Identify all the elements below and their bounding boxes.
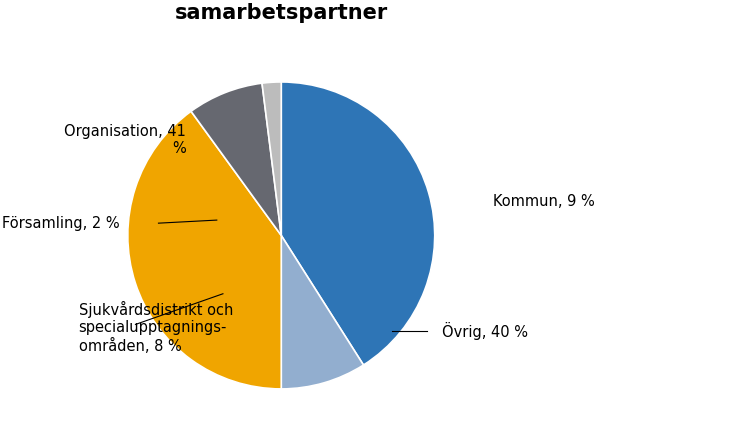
Text: Organisation, 41
%: Organisation, 41 %	[64, 124, 186, 157]
Wedge shape	[281, 235, 364, 389]
Wedge shape	[191, 83, 281, 235]
Text: Sjukvårdsdistrikt och
specialupptagnings-
områden, 8 %: Sjukvårdsdistrikt och specialupptagnings…	[79, 301, 233, 354]
Text: Församling, 2 %: Församling, 2 %	[2, 216, 120, 231]
Wedge shape	[128, 111, 281, 389]
Wedge shape	[281, 82, 435, 365]
Wedge shape	[262, 82, 281, 235]
Text: Kommun, 9 %: Kommun, 9 %	[493, 194, 595, 209]
Text: Övrig, 40 %: Övrig, 40 %	[442, 322, 529, 340]
Title: Organisationer  för  neurologiska  sjukdomar;
samarbetspartner: Organisationer för neurologiska sjukdoma…	[12, 0, 550, 23]
